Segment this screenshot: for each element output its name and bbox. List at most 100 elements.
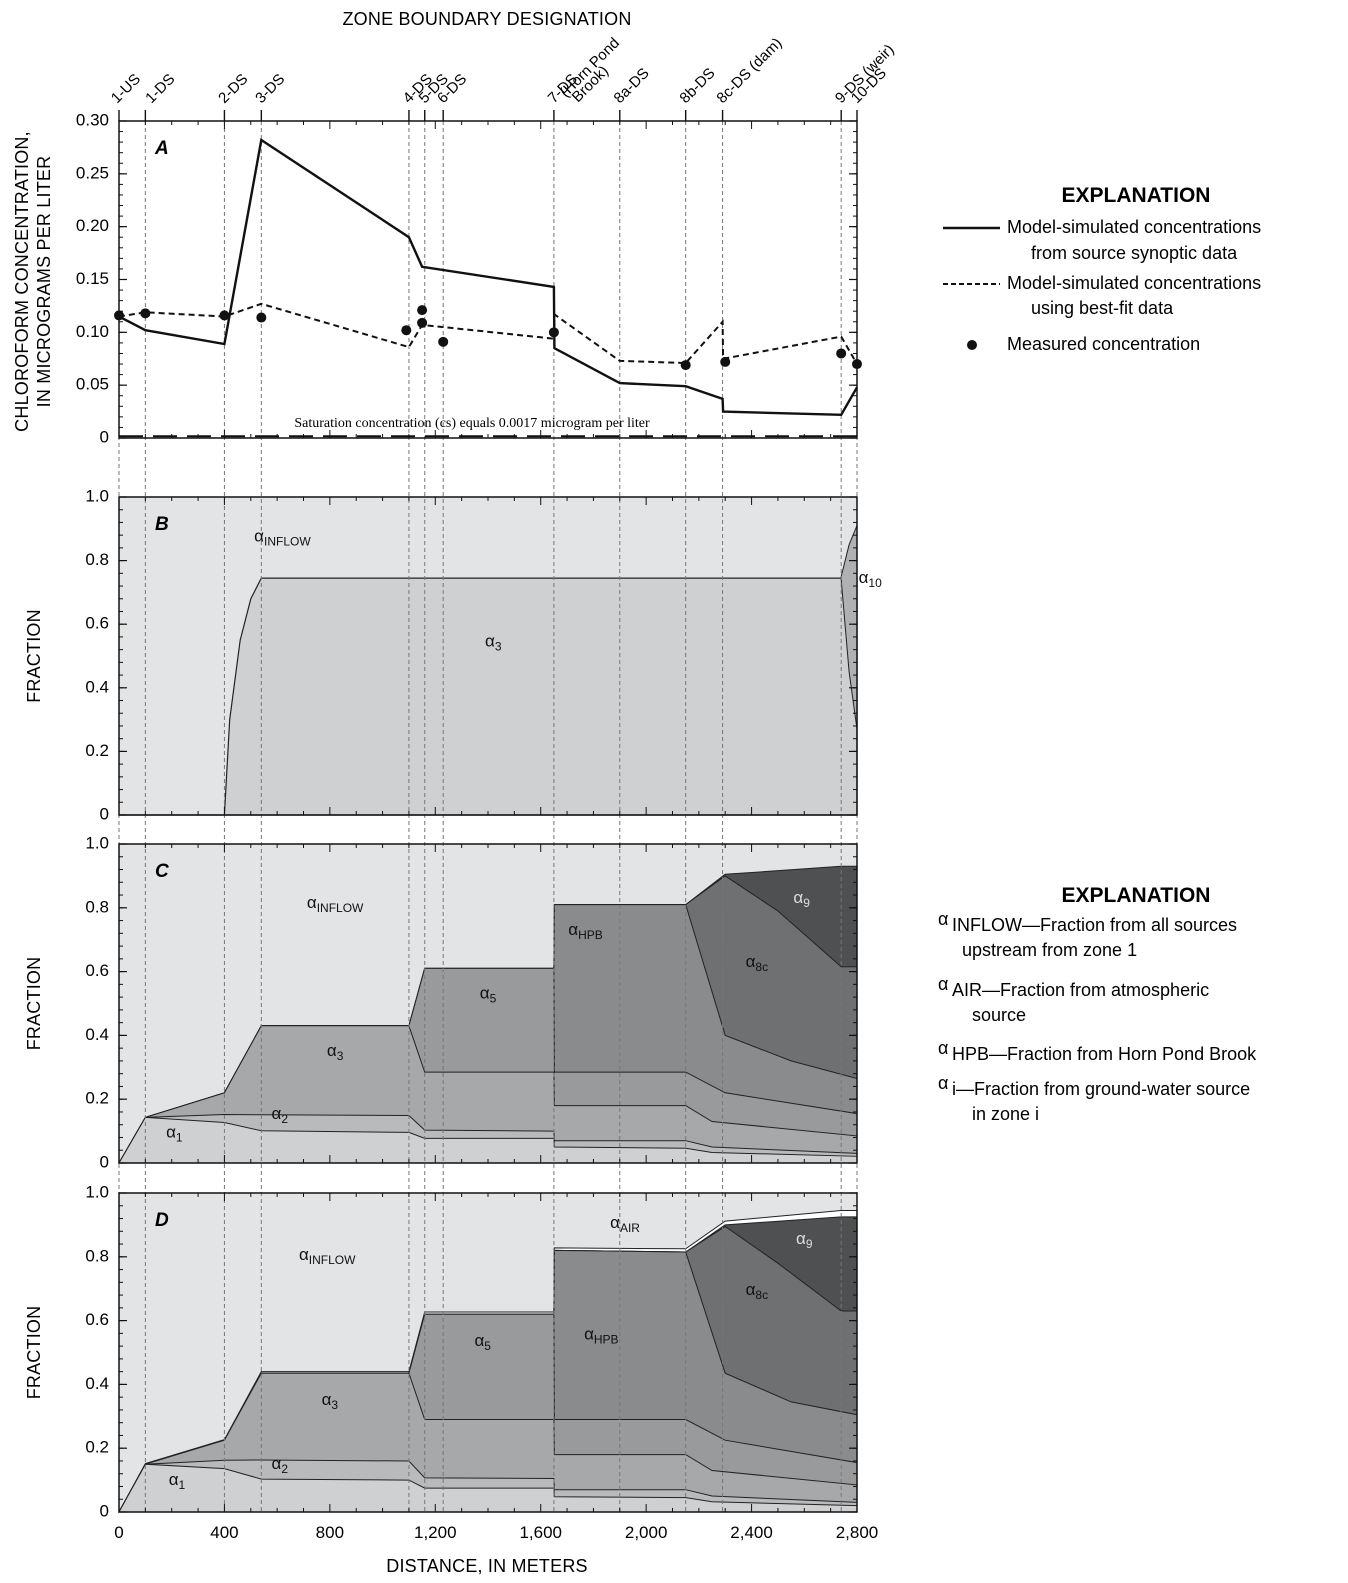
legend2-item2-symbol: α [938, 974, 948, 994]
y-axis-label-d: FRACTION [24, 1306, 44, 1400]
measured-point [417, 305, 428, 316]
legend2-item2-line2: source [972, 1005, 1026, 1025]
y-tick-label: 0.10 [76, 322, 109, 341]
y-tick-label: 0.15 [76, 269, 109, 288]
area-label-sub: 5 [484, 1339, 491, 1353]
series-bestfit-line [118, 302, 858, 365]
zone-boundary-title: ZONE BOUNDARY DESIGNATION [342, 9, 631, 29]
y-tick-label: 0.8 [85, 550, 109, 569]
panel-a-background [119, 121, 857, 438]
y-tick-label: 0.30 [76, 110, 109, 129]
panel-label-b: B [155, 514, 169, 535]
legend1-title: EXPLANATION [1062, 184, 1211, 207]
measured-point [548, 327, 559, 338]
x-tick-label: 800 [316, 1523, 344, 1542]
legend1-item3-line1: Measured concentration [1007, 334, 1200, 354]
panel-label-a: A [154, 138, 169, 159]
legend2-item4-symbol: α [938, 1073, 948, 1093]
x-tick-label: 2,800 [836, 1523, 879, 1542]
y-tick-label: 1.0 [85, 1182, 109, 1201]
y-tick-label: 0.2 [85, 1438, 109, 1457]
panel-label-d: D [155, 1210, 169, 1231]
legend-concentration: EXPLANATION Model-simulated concentratio… [943, 184, 1261, 354]
measured-point [836, 348, 847, 359]
y-tick-label: 0 [100, 804, 109, 823]
y-axis-label-a: IN MICROGRAMS PER LITER [34, 156, 54, 408]
y-tick-label: 0.6 [85, 961, 109, 980]
legend2-item1-line2: upstream from zone 1 [962, 940, 1137, 960]
zone-label: 8c-DS (dam) [713, 35, 785, 107]
x-tick-label: 0 [114, 1523, 123, 1542]
y-axis-label-a: CHLOROFORM CONCENTRATION, [12, 131, 32, 432]
area-label-sub: AIR [620, 1221, 640, 1235]
zone-label: 3-DS [252, 71, 288, 107]
y-tick-label: 0.8 [85, 897, 109, 916]
legend2-item3-symbol: α [938, 1038, 948, 1058]
x-tick-label: 1,200 [414, 1523, 457, 1542]
zone-label: 2-DS [215, 71, 251, 107]
x-tick-label: 1,600 [519, 1523, 562, 1542]
y-tick-label: 0.6 [85, 1310, 109, 1329]
legend2-title: EXPLANATION [1062, 884, 1211, 907]
area-label-sub: INFLOW [264, 535, 311, 549]
measured-point [401, 325, 412, 336]
x-tick-label: 400 [210, 1523, 238, 1542]
y-tick-label: 0.20 [76, 216, 109, 235]
legend1-item2-line2: using best-fit data [1031, 298, 1174, 318]
y-tick-label: 0.8 [85, 1246, 109, 1265]
y-tick-label: 0 [100, 427, 109, 446]
y-tick-label: 0.4 [85, 677, 109, 696]
area-label-sub: 10 [868, 576, 882, 590]
y-axis-label-b: FRACTION [24, 609, 44, 703]
area-label-sub: INFLOW [317, 901, 364, 915]
y-tick-label: 1.0 [85, 833, 109, 852]
area-label-sub: 2 [281, 1112, 288, 1126]
area-label-sub: 1 [179, 1478, 186, 1492]
zone-label: 8b-DS [676, 65, 718, 107]
area-label: α10 [859, 568, 883, 590]
panel-label-c: C [155, 861, 169, 882]
y-tick-label: 0.2 [85, 741, 109, 760]
area-label-sub: 3 [337, 1049, 344, 1063]
y-tick-label: 0 [100, 1501, 109, 1520]
legend2-item3-line1: HPB—Fraction from Horn Pond Brook [952, 1044, 1257, 1064]
y-tick-label: 0.05 [76, 375, 109, 394]
y-tick-label: 0.4 [85, 1025, 109, 1044]
legend1-item1-line2: from source synoptic data [1031, 243, 1238, 263]
legend2-item1-line1: INFLOW—Fraction from all sources [952, 915, 1237, 935]
area-label-sub: 3 [495, 639, 502, 653]
area-label-sub: 8c [755, 960, 768, 974]
area-label-sub: 2 [281, 1462, 288, 1476]
legend1-item2-line1: Model-simulated concentrations [1007, 273, 1261, 293]
zone-label: 1-US [108, 71, 144, 107]
area-label-sub: INFLOW [309, 1253, 356, 1267]
y-tick-label: 0 [100, 1152, 109, 1171]
series-synoptic-line [118, 137, 859, 417]
measured-point [680, 360, 691, 371]
y-tick-label: 1.0 [85, 486, 109, 505]
x-tick-label: 2,400 [730, 1523, 773, 1542]
y-axis-label-c: FRACTION [24, 957, 44, 1051]
measured-point [720, 356, 731, 367]
saturation-label: Saturation concentration (cs) equals 0.0… [294, 416, 650, 431]
legend2-item1-symbol: α [938, 909, 948, 929]
area-label-sub: 8c [755, 1288, 768, 1302]
area-label-sub: HPB [578, 928, 603, 942]
measured-point [140, 308, 151, 319]
legend2-item4-line1: i—Fraction from ground-water source [952, 1079, 1250, 1099]
legend2-item4-line2: in zone i [972, 1104, 1039, 1124]
legend2-item2-line1: AIR—Fraction from atmospheric [952, 980, 1209, 1000]
area-label-sub: 5 [490, 992, 497, 1006]
zone-label: 8a-DS [611, 65, 653, 107]
area-label-sub: 9 [803, 896, 810, 910]
y-tick-label: 0.4 [85, 1374, 109, 1393]
area-label-sub: 9 [806, 1237, 813, 1251]
area-label-sub: 3 [331, 1398, 338, 1412]
y-tick-label: 0.6 [85, 614, 109, 633]
y-tick-label: 0.25 [76, 163, 109, 182]
legend1-item1-line1: Model-simulated concentrations [1007, 217, 1261, 237]
area-label-sub: 1 [176, 1130, 183, 1144]
legend-fractions: EXPLANATION α INFLOW—Fraction from all s… [938, 884, 1257, 1124]
zone-label: 1-DS [142, 71, 178, 107]
